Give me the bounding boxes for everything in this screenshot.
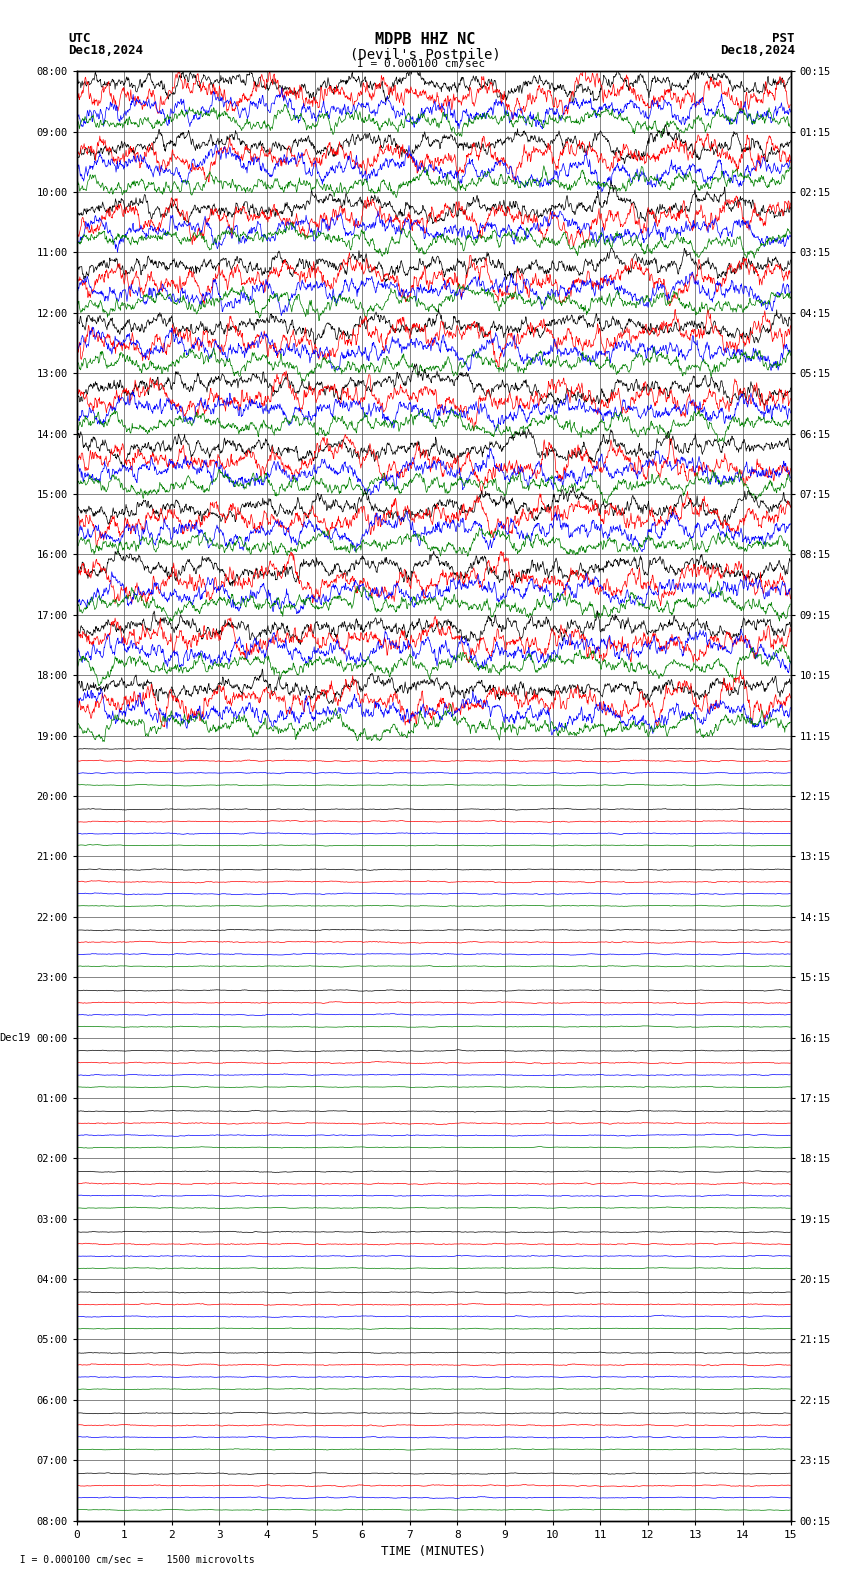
Text: MDPB HHZ NC: MDPB HHZ NC — [375, 32, 475, 46]
Text: I = 0.000100 cm/sec: I = 0.000100 cm/sec — [357, 59, 485, 68]
Text: (Devil's Postpile): (Devil's Postpile) — [349, 48, 501, 62]
Text: Dec18,2024: Dec18,2024 — [720, 44, 795, 57]
Text: Dec19: Dec19 — [0, 1033, 30, 1042]
Text: Dec18,2024: Dec18,2024 — [68, 44, 143, 57]
Text: PST: PST — [773, 32, 795, 44]
Text: I = 0.000100 cm/sec =    1500 microvolts: I = 0.000100 cm/sec = 1500 microvolts — [8, 1555, 255, 1565]
Text: UTC: UTC — [68, 32, 90, 44]
X-axis label: TIME (MINUTES): TIME (MINUTES) — [381, 1546, 486, 1559]
